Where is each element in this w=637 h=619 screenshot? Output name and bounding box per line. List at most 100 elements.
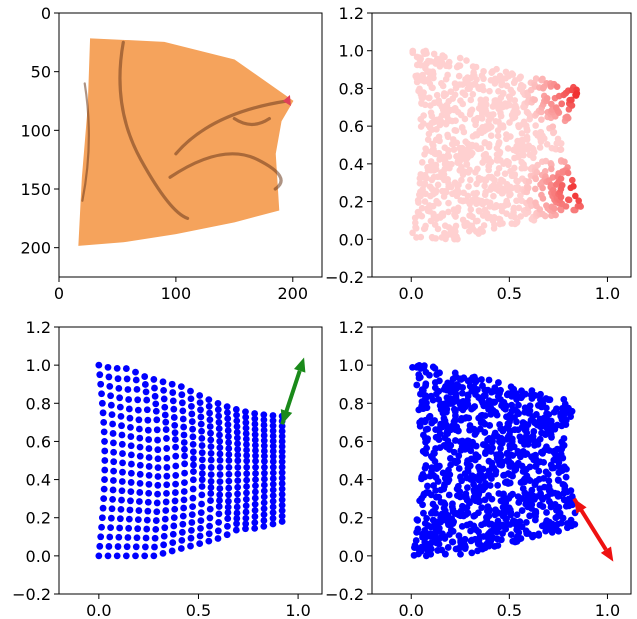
data-point [96, 371, 104, 379]
data-point [197, 406, 204, 414]
data-point [445, 199, 452, 207]
data-point [196, 399, 204, 407]
data-point [439, 530, 446, 538]
data-point [260, 437, 268, 445]
data-point [495, 523, 503, 531]
data-point [427, 392, 435, 400]
data-point [216, 478, 224, 486]
data-point [550, 128, 558, 136]
data-point [135, 416, 143, 424]
data-point [224, 427, 232, 434]
data-point [496, 72, 504, 80]
data-point [451, 126, 459, 134]
data-point [558, 181, 566, 189]
data-point [472, 121, 479, 129]
data-point [198, 449, 206, 457]
data-point [466, 176, 474, 184]
data-point [224, 515, 232, 523]
cloth-fold [232, 117, 271, 127]
data-point [133, 534, 141, 542]
data-point [198, 476, 206, 484]
data-point [104, 363, 112, 371]
data-point [464, 465, 472, 472]
data-point [415, 199, 422, 206]
data-point [180, 488, 188, 495]
data-point [450, 418, 458, 426]
data-point [559, 514, 567, 522]
data-point [216, 471, 224, 478]
data-point [506, 471, 514, 478]
data-point [134, 396, 142, 404]
data-point [251, 519, 259, 527]
data-point [507, 451, 515, 459]
data-point [531, 516, 539, 524]
data-point [424, 136, 432, 143]
data-point [145, 454, 153, 461]
data-point [181, 460, 189, 468]
data-point [420, 225, 428, 233]
data-point [144, 507, 152, 515]
data-point [127, 488, 135, 496]
data-point [179, 520, 187, 528]
data-point [134, 525, 142, 533]
data-point [196, 532, 204, 540]
data-point [505, 457, 513, 465]
data-point [163, 435, 170, 442]
data-point [484, 386, 492, 394]
data-point [142, 534, 150, 542]
data-point [522, 519, 530, 526]
data-point [513, 177, 520, 185]
data-point [260, 452, 268, 460]
x-tick-label: 1.0 [595, 601, 620, 619]
data-point [478, 376, 485, 383]
x-tick-label: 0 [54, 284, 64, 303]
data-point [469, 90, 477, 98]
data-point [543, 443, 550, 451]
data-point [464, 140, 472, 147]
data-point [171, 505, 179, 513]
data-point [260, 523, 268, 530]
data-point [536, 206, 544, 213]
data-point [233, 520, 240, 528]
data-point [160, 387, 168, 394]
data-point [162, 426, 170, 433]
y-tick-label: 50 [31, 63, 51, 82]
data-point [198, 463, 206, 471]
data-point [487, 186, 494, 193]
data-point [489, 398, 497, 406]
data-point [458, 176, 465, 184]
data-point [535, 531, 543, 539]
data-point [469, 63, 477, 70]
y-tick-label: 150 [20, 180, 51, 199]
data-point [170, 514, 178, 522]
data-point [429, 234, 436, 242]
data-point [481, 206, 489, 214]
data-point [528, 387, 536, 395]
data-point [472, 169, 479, 176]
data-point [161, 515, 169, 523]
y-tick-label: 0.4 [339, 155, 364, 174]
data-point [190, 468, 197, 476]
data-point [506, 462, 514, 470]
data-point [113, 552, 121, 560]
data-point [215, 412, 223, 420]
data-point [161, 411, 169, 419]
data-point [464, 74, 471, 81]
data-point [104, 552, 112, 560]
data-point [438, 512, 445, 520]
data-point [515, 529, 523, 536]
data-point [108, 411, 116, 419]
data-point [415, 54, 423, 61]
y-tick-label: −0.2 [12, 585, 51, 604]
data-point [460, 493, 468, 500]
data-point [426, 208, 433, 215]
cloth-fold [118, 40, 190, 220]
data-point [169, 389, 177, 396]
data-point [425, 413, 433, 421]
y-tick-label: 1.2 [339, 4, 364, 23]
data-point [251, 513, 259, 520]
data-point [411, 541, 419, 549]
data-point [478, 504, 486, 511]
data-point [233, 417, 241, 425]
data-point [278, 501, 286, 509]
